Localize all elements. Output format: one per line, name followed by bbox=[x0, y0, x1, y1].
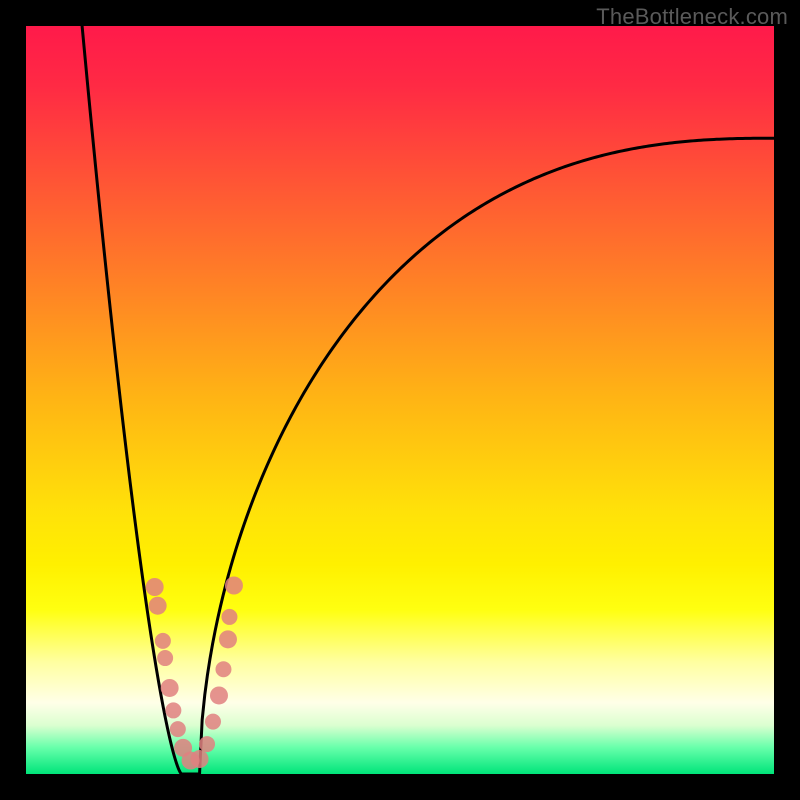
data-marker bbox=[161, 679, 179, 697]
attribution-text: TheBottleneck.com bbox=[596, 4, 788, 30]
chart-svg bbox=[0, 0, 800, 800]
data-marker bbox=[149, 597, 167, 615]
bottleneck-chart: TheBottleneck.com bbox=[0, 0, 800, 800]
data-marker bbox=[221, 609, 237, 625]
data-marker bbox=[199, 736, 215, 752]
data-marker bbox=[170, 721, 186, 737]
plot-background bbox=[26, 26, 774, 774]
data-marker bbox=[210, 686, 228, 704]
data-marker bbox=[205, 714, 221, 730]
data-marker bbox=[165, 702, 181, 718]
data-marker bbox=[157, 650, 173, 666]
data-marker bbox=[215, 661, 231, 677]
data-marker bbox=[225, 577, 243, 595]
data-marker bbox=[146, 578, 164, 596]
data-marker bbox=[219, 630, 237, 648]
data-marker bbox=[191, 750, 209, 768]
data-marker bbox=[155, 633, 171, 649]
